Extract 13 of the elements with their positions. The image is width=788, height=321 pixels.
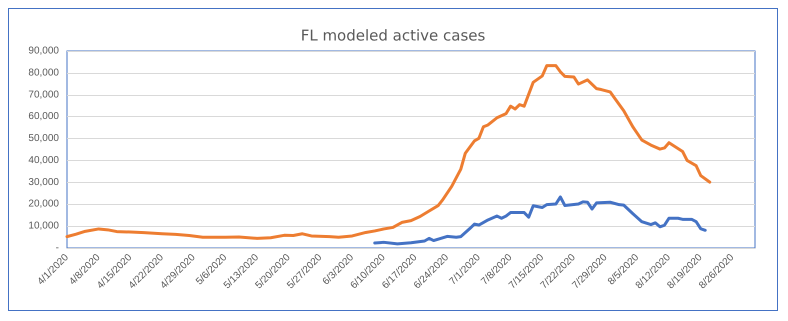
y-tick-label: 20,000 xyxy=(28,198,60,210)
y-tick-label: - xyxy=(56,242,59,254)
y-tick-label: 30,000 xyxy=(28,176,60,188)
line-series xyxy=(373,196,707,246)
y-tick-label: 40,000 xyxy=(28,154,60,166)
line-series xyxy=(66,64,712,240)
y-tick-label: 80,000 xyxy=(28,67,60,78)
y-tick-label: 10,000 xyxy=(28,220,60,232)
y-tick-label: 60,000 xyxy=(28,111,60,122)
y-tick-label: 70,000 xyxy=(28,89,60,100)
y-tick-label: 90,000 xyxy=(28,46,60,56)
chart-title: FL modeled active cases xyxy=(300,26,486,44)
y-tick-label: 50,000 xyxy=(28,133,60,144)
